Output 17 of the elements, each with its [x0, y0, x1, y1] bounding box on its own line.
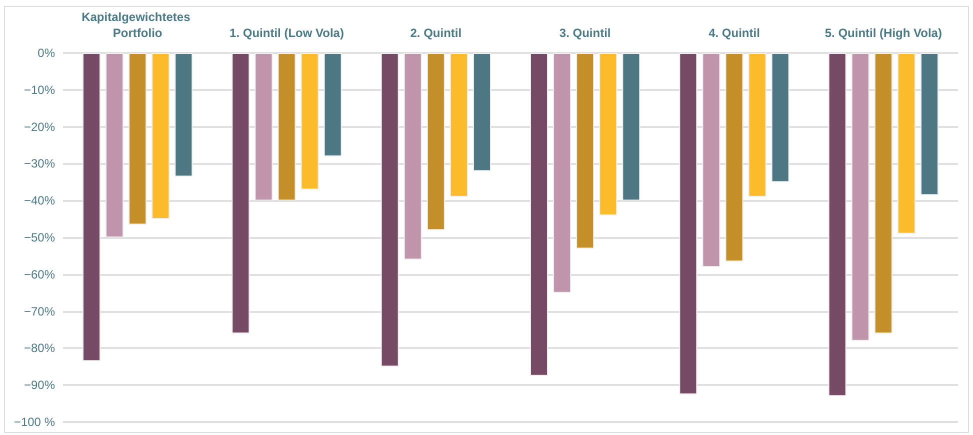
- y-tick-label: −40%: [24, 194, 56, 208]
- y-tick-label: −60%: [24, 267, 56, 282]
- y-tick-label: −20%: [24, 120, 56, 134]
- x-tick-label: 1. Quintil (Low Vola): [230, 26, 344, 40]
- y-tick-label: −100 %: [14, 415, 56, 429]
- x-tick-label: 3. Quintil: [559, 26, 611, 40]
- x-tick-label: 5. Quintil (High Vola): [824, 26, 942, 40]
- y-tick-label: −30%: [24, 156, 56, 171]
- y-tick-label: −50%: [24, 230, 56, 244]
- y-tick-label: 0%: [38, 46, 56, 60]
- y-tick-label: −80%: [24, 341, 56, 356]
- x-tick-label: 2. Quintil: [410, 26, 462, 40]
- x-tick-label: Kapitalgewichtetes Portfolio: [82, 10, 194, 40]
- y-tick-label: −10%: [24, 82, 56, 97]
- x-tick-label: 4. Quintil: [708, 26, 760, 40]
- y-tick-label: −70%: [24, 304, 56, 318]
- y-tick-label: −90%: [24, 378, 56, 392]
